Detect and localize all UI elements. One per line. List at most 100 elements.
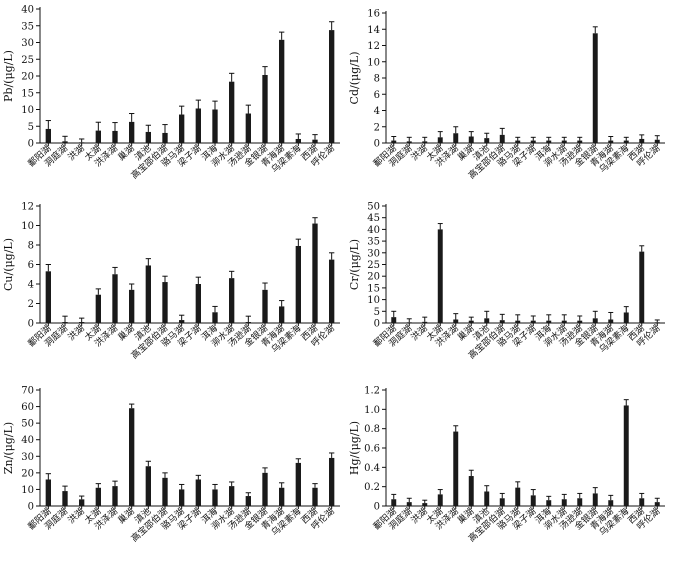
chart-panel-4: 05101520253035404550Cr/(μg/L)鄱阳湖洞庭湖洪湖太湖洪… [348,202,665,361]
bar [112,274,118,323]
bar [561,499,567,506]
y-tick-label: 5 [374,307,380,318]
bar [145,466,151,506]
y-tick-label: 35 [21,21,34,32]
bar [162,282,168,323]
bar [592,318,598,323]
bar [79,322,85,323]
bar [499,134,505,143]
y-tick-label: 0.4 [364,463,380,474]
y-axis-title: Pb/(μg/L) [2,50,15,102]
bar [515,140,521,143]
bar [329,457,335,506]
bar [561,320,567,323]
bar [229,81,235,143]
y-tick-label: 30 [367,248,380,259]
y-tick-label: 4 [28,280,34,291]
bar [262,289,268,323]
bar [312,487,318,506]
y-tick-label: 8 [374,74,380,85]
y-tick-label: 10 [21,105,34,116]
bar [608,500,614,506]
y-tick-label: 25 [367,260,380,271]
bar [262,74,268,143]
y-tick-label: 12 [367,41,380,52]
y-tick-label: 45 [367,213,380,224]
bar [45,271,51,323]
bar [515,320,521,323]
bar [229,278,235,323]
bar [229,486,235,506]
bar [195,108,201,143]
bar [623,140,629,143]
bar [295,462,301,506]
bar [468,136,474,143]
x-tick-label: 巢湖 [115,322,136,343]
y-tick-label: 10 [21,485,34,496]
y-axis-title: Hg/(μg/L) [348,421,361,475]
bar [295,138,301,143]
y-tick-label: 50 [21,419,34,430]
bar [212,489,218,506]
y-tick-label: 5 [28,122,34,133]
y-tick-label: 8 [28,241,34,252]
y-tick-label: 0.8 [364,424,380,435]
bar [406,141,412,143]
bar [129,289,135,323]
bar [295,245,301,323]
y-axis-title: Zn/(μg/L) [2,422,15,474]
y-tick-label: 6 [28,260,34,271]
bar [95,294,101,323]
x-tick-label: 洪湖 [65,505,86,526]
bar [577,140,583,143]
bar [279,39,285,143]
bar [546,320,552,323]
y-axis-title: Cu/(μg/L) [2,238,15,291]
bar [623,312,629,323]
bar [279,487,285,506]
bar [162,132,168,143]
bar [195,479,201,506]
bar [62,322,68,323]
x-tick-label: 洪湖 [65,322,86,343]
bar [453,133,459,143]
y-tick-label: 1.0 [364,405,380,416]
bar [546,500,552,506]
y-tick-label: 60 [21,402,34,413]
bar [45,128,51,143]
y-tick-label: 14 [367,25,380,36]
bar [195,284,201,323]
bar [484,138,490,143]
y-tick-label: 2 [374,122,380,133]
bar [391,499,397,506]
bar [129,121,135,143]
y-tick-label: 30 [21,452,34,463]
bar [639,251,645,323]
bar [422,141,428,143]
y-tick-label: 15 [367,283,380,294]
bar [212,109,218,143]
bar [406,502,412,506]
y-tick-label: 50 [367,202,380,213]
bar [145,131,151,143]
bar [95,487,101,506]
bar [608,140,614,143]
bar [453,431,459,506]
bar [530,320,536,323]
bar [112,130,118,143]
y-tick-label: 0 [374,319,380,330]
bar [245,113,251,143]
y-tick-label: 40 [21,435,34,446]
bar [179,320,185,323]
y-tick-label: 10 [21,221,34,232]
bar [546,140,552,143]
y-tick-label: 10 [367,295,380,306]
bar [422,503,428,506]
bar [262,472,268,506]
bar [245,496,251,506]
bar [561,140,567,143]
bar [437,494,443,506]
bar [406,322,412,323]
y-tick-label: 2 [28,299,34,310]
